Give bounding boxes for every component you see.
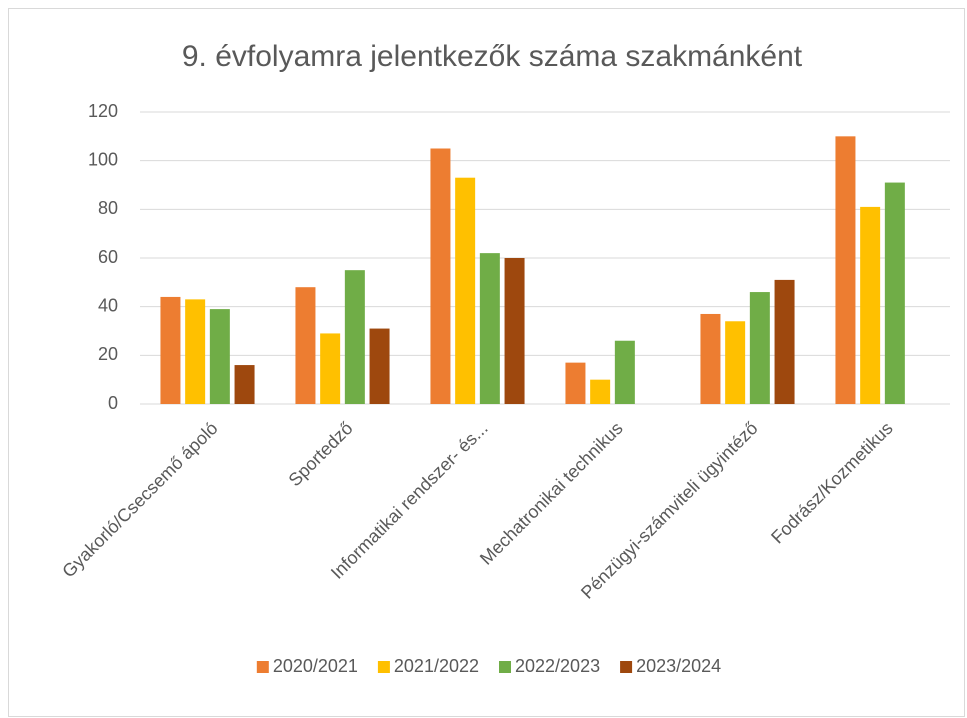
bar: [565, 362, 586, 404]
bar: [295, 287, 316, 404]
legend-label: 2023/2024: [636, 656, 721, 676]
legend-swatch: [256, 661, 269, 673]
bar: [455, 177, 476, 404]
y-tick-label: 60: [98, 247, 118, 267]
bar: [590, 379, 611, 404]
y-tick-label: 0: [108, 393, 118, 413]
y-tick-label: 20: [98, 344, 118, 364]
legend-swatch: [499, 661, 511, 673]
bar: [479, 253, 500, 404]
y-tick-label: 80: [98, 198, 118, 218]
bar: [614, 340, 635, 404]
bar: [835, 136, 856, 405]
bar: [430, 148, 451, 404]
bar: [160, 296, 181, 404]
legend-swatch: [377, 661, 390, 673]
bar: [209, 309, 230, 404]
bar: [749, 292, 770, 404]
bar: [725, 321, 746, 404]
bar: [504, 258, 525, 404]
bar: [369, 328, 390, 404]
y-tick-label: 40: [98, 295, 118, 315]
legend-label: 2021/2022: [394, 656, 479, 676]
bar: [344, 270, 365, 404]
chart-title: 9. évfolyamra jelentkezők száma szakmánk…: [182, 40, 803, 73]
y-tick-label: 120: [88, 101, 118, 121]
y-tick-label: 100: [88, 149, 118, 169]
legend-label: 2022/2023: [515, 656, 600, 676]
bar: [774, 279, 795, 404]
bar: [234, 365, 255, 404]
legend-label: 2020/2021: [273, 656, 358, 676]
bar: [700, 313, 721, 404]
bar: [185, 299, 206, 404]
bar: [884, 182, 905, 404]
bar: [860, 206, 881, 404]
legend-swatch: [620, 661, 633, 673]
bar: [320, 333, 341, 404]
